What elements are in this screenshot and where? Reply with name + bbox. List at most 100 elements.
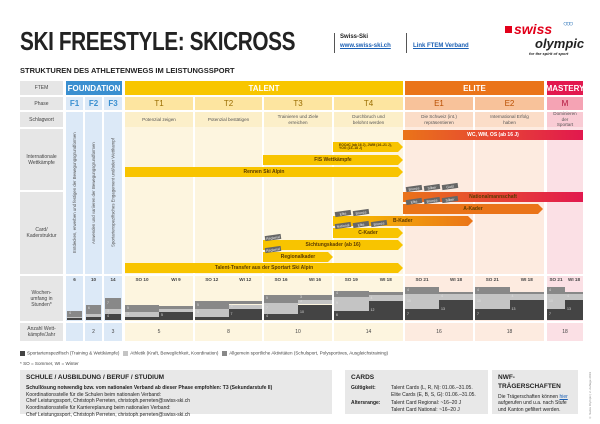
hours-segment-allgemein: 7 <box>105 298 121 310</box>
cards-validity: Elite Cards (E, B, S, G): 01.06.–31.05. <box>391 391 476 398</box>
hours-segment-allgemein <box>368 292 403 296</box>
bar-wc-wm-os: WC, WM, OS (ab 16 J) <box>403 130 583 140</box>
schlagwort-e1: Die Schweiz (int.) repräsentieren <box>405 112 473 127</box>
hours-segment-allgemein <box>565 292 583 294</box>
ftem-mastery: MASTERY <box>546 81 584 95</box>
legend-athletik: Athletik (Kraft, Beweglichkeit, Koordina… <box>130 350 219 356</box>
column-bg-f1 <box>66 112 83 274</box>
hours-segment-allgemein: 5 <box>195 301 229 310</box>
school-line: Chef Leistungssport, Christoph Perreten,… <box>26 398 191 405</box>
hours-segment-sport <box>86 316 101 320</box>
weekly-hours-label: SO 21 <box>485 277 499 282</box>
hours-segment-allgemein: 4 <box>405 287 439 294</box>
cards-title: CARDS <box>351 374 375 381</box>
row-label-wettkaempfe: Internationale Wettkämpfe <box>20 129 63 190</box>
cell-bg-anzahl <box>405 323 473 341</box>
cell-bg-anzahl <box>104 323 122 341</box>
hours-segment-sport: 12 <box>368 301 403 320</box>
cell-bg-anzahl <box>125 323 193 341</box>
ftem-elite: ELITE <box>405 81 544 95</box>
cell-bg-anzahl <box>85 323 102 341</box>
hours-segment-athletik: 7 <box>264 302 298 314</box>
schlagwort-m: Dominieren der Sportart <box>547 111 583 127</box>
swiss-olympic-logo: swiss ○○○ olympic for the spirit of spor… <box>505 20 590 58</box>
hours-segment-athletik: 3 <box>228 304 262 310</box>
weekly-hours-label: WI 18 <box>379 277 392 282</box>
divider <box>406 33 407 53</box>
hours-segment-athletik: 5 <box>195 309 229 317</box>
footnote: * SO = Sommer, WI = Winter <box>20 361 79 366</box>
legend-swatch-allgemein <box>222 351 228 356</box>
schlagwort-t4: Durchbruch und belohnt werden <box>334 112 403 127</box>
cards-validity: Talent Cards (L, R, N): 01.06.–31.05. <box>391 384 473 391</box>
weekly-hours-label: WI 18 <box>568 277 580 282</box>
cell-bg-anzahl <box>264 323 332 341</box>
row-label-wochen: Wochen-umfang in Stunden* <box>20 276 63 321</box>
hours-segment-sport: 7 <box>228 309 262 320</box>
competitions-per-year: 18 <box>562 329 568 335</box>
hours-segment-sport: 13 <box>439 299 473 320</box>
page-title: SKI FREESTYLE: SKICROSS <box>20 26 296 56</box>
hours-segment-athletik: 10 <box>547 293 565 310</box>
competitions-per-year: 18 <box>506 329 513 335</box>
row-label-kader: Card/ Kaderstruktur <box>20 192 63 274</box>
olympic-rings-icon: ○○○ <box>563 19 573 28</box>
competitions-per-year: 3 <box>111 329 115 335</box>
nwf-link[interactable]: hier <box>559 393 568 400</box>
hours-segment-athletik <box>67 316 82 319</box>
schlagwort-t2: Potenzial bestätigen <box>195 112 262 127</box>
cell-bg-anzahl <box>66 323 83 341</box>
schlagwort-t1: Potenzial zeigen <box>125 112 193 127</box>
weekly-hours-label: SO 21 <box>549 277 563 282</box>
phase-e2: E2 <box>475 97 544 110</box>
bar-a-kader: A-Kader <box>403 204 543 214</box>
hours-segment-athletik: 3 <box>298 300 332 305</box>
school-bold: Schullösung notwendig bzw. vom nationale… <box>26 384 273 391</box>
phase-f2: F2 <box>85 97 102 110</box>
hours-segment-athletik: 3 <box>105 309 121 314</box>
cards-validity-label: Gültigkeit: <box>351 384 376 391</box>
copyright: © Swiss Olympic | 2. Auflage 2019 <box>588 372 592 420</box>
org-link[interactable]: www.swiss-ski.ch <box>340 43 391 49</box>
competitions-per-year: 16 <box>436 329 442 335</box>
hours-segment-athletik: 9 <box>334 296 369 311</box>
hours-segment-sport: 10 <box>298 304 332 320</box>
phase-t1: T1 <box>125 97 193 110</box>
nwf-title: NWF-TRÄGERSCHAFTEN <box>498 374 561 390</box>
row-label-schlagwort: Schlagwort <box>20 112 63 127</box>
hours-segment-sport: 4 <box>264 313 298 320</box>
phase-f3: F3 <box>104 97 122 110</box>
hours-segment-allgemein: 5 <box>264 295 298 303</box>
phase-e1: E1 <box>405 97 473 110</box>
hours-segment-allgemein <box>159 306 193 310</box>
school-title: SCHULE / AUSBILDUNG / BERUF / STUDIUM <box>26 374 165 381</box>
competitions-per-year: 8 <box>227 329 230 335</box>
hours-segment-sport: 6 <box>334 310 369 320</box>
hours-segment-sport: 7 <box>405 309 439 320</box>
section-subtitle: STRUKTUREN DES ATHLETENWEGS IM LEISTUNGS… <box>20 66 235 75</box>
hours-segment-athletik: 4 <box>565 293 583 300</box>
weekly-hours-label: WI 16 <box>309 277 321 282</box>
column-bg-f2 <box>85 112 102 274</box>
bar-regionalkader: Regionalkader <box>263 252 333 262</box>
weekly-hours-label: 6 <box>73 277 76 282</box>
hours-segment-allgemein: 5 <box>125 304 159 313</box>
ftem-foundation: FOUNDATION <box>66 81 122 95</box>
school-line: Koordinationsstelle für Karriereplanung … <box>26 405 171 412</box>
hours-segment-sport: 13 <box>565 299 583 320</box>
legend-swatch-athletik <box>123 351 129 356</box>
phase-m: M <box>547 97 583 110</box>
column-bg-f3 <box>104 112 122 274</box>
hours-segment-sport: 13 <box>509 299 544 320</box>
ftem-link[interactable]: Link FTEM Verband <box>413 43 469 49</box>
weekly-hours-label: SO 16 <box>274 277 288 282</box>
divider <box>334 33 335 53</box>
cell-bg-anzahl <box>334 323 403 341</box>
row-label-anzahl: Anzahl Wett-kämpfe/Jahr <box>20 323 63 341</box>
hours-segment-sport: 4 <box>105 313 121 320</box>
cell-bg-anzahl <box>547 323 583 341</box>
hours-segment-athletik <box>159 309 193 313</box>
hours-segment-sport: 7 <box>475 309 510 320</box>
cards-age: Talent Card Regional: ~16–20 J <box>391 400 462 407</box>
hours-segment-athletik: 10 <box>405 293 439 310</box>
